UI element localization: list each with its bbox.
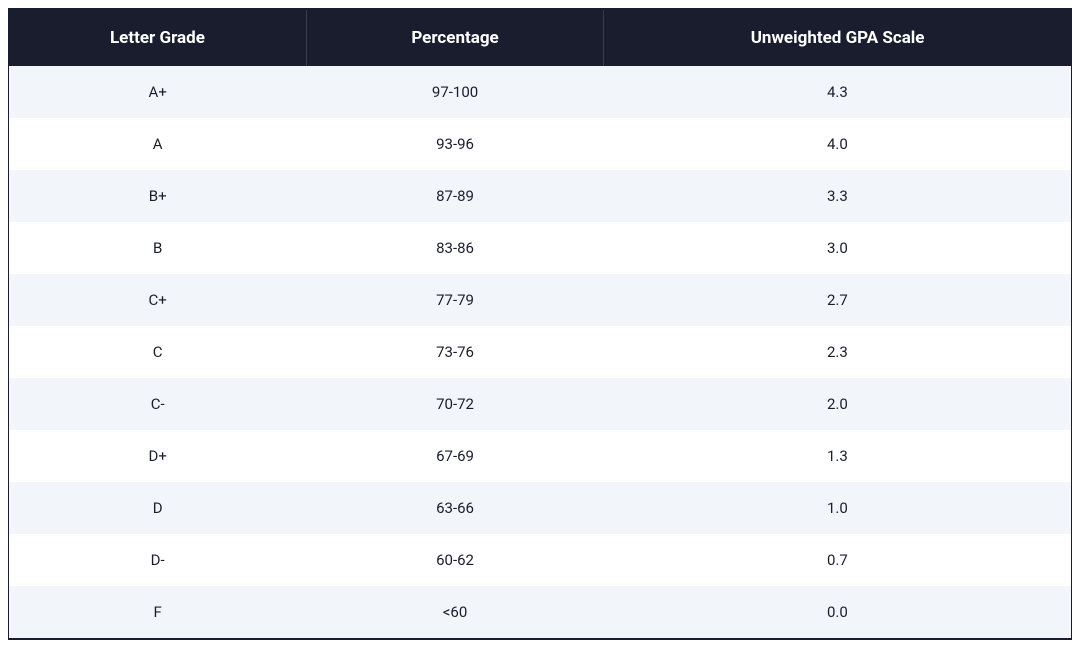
cell-letter-grade: D+ <box>9 430 306 482</box>
cell-percentage: 87-89 <box>306 170 603 222</box>
cell-percentage: 67-69 <box>306 430 603 482</box>
cell-percentage: 83-86 <box>306 222 603 274</box>
cell-gpa: 2.0 <box>604 378 1071 430</box>
gpa-table: Letter Grade Percentage Unweighted GPA S… <box>9 10 1071 638</box>
table-body: A+ 97-100 4.3 A 93-96 4.0 B+ 87-89 3.3 B… <box>9 66 1071 638</box>
table-header-row: Letter Grade Percentage Unweighted GPA S… <box>9 10 1071 66</box>
cell-percentage: 97-100 <box>306 66 603 118</box>
cell-percentage: <60 <box>306 586 603 638</box>
column-header-percentage: Percentage <box>306 10 603 66</box>
cell-percentage: 60-62 <box>306 534 603 586</box>
column-header-letter-grade: Letter Grade <box>9 10 306 66</box>
cell-percentage: 77-79 <box>306 274 603 326</box>
cell-gpa: 2.7 <box>604 274 1071 326</box>
cell-letter-grade: D <box>9 482 306 534</box>
cell-gpa: 3.3 <box>604 170 1071 222</box>
cell-letter-grade: A+ <box>9 66 306 118</box>
table-row: F <60 0.0 <box>9 586 1071 638</box>
table-row: A 93-96 4.0 <box>9 118 1071 170</box>
cell-letter-grade: C- <box>9 378 306 430</box>
gpa-table-container: Letter Grade Percentage Unweighted GPA S… <box>8 8 1072 640</box>
cell-percentage: 73-76 <box>306 326 603 378</box>
cell-letter-grade: C+ <box>9 274 306 326</box>
cell-letter-grade: F <box>9 586 306 638</box>
cell-gpa: 0.7 <box>604 534 1071 586</box>
table-row: C- 70-72 2.0 <box>9 378 1071 430</box>
cell-letter-grade: A <box>9 118 306 170</box>
column-header-gpa: Unweighted GPA Scale <box>604 10 1071 66</box>
table-row: D- 60-62 0.7 <box>9 534 1071 586</box>
cell-letter-grade: B <box>9 222 306 274</box>
cell-gpa: 2.3 <box>604 326 1071 378</box>
cell-gpa: 0.0 <box>604 586 1071 638</box>
cell-percentage: 93-96 <box>306 118 603 170</box>
cell-letter-grade: D- <box>9 534 306 586</box>
table-row: D+ 67-69 1.3 <box>9 430 1071 482</box>
table-row: C+ 77-79 2.7 <box>9 274 1071 326</box>
cell-percentage: 70-72 <box>306 378 603 430</box>
table-row: A+ 97-100 4.3 <box>9 66 1071 118</box>
cell-gpa: 1.0 <box>604 482 1071 534</box>
table-row: D 63-66 1.0 <box>9 482 1071 534</box>
cell-gpa: 4.0 <box>604 118 1071 170</box>
cell-gpa: 1.3 <box>604 430 1071 482</box>
cell-letter-grade: C <box>9 326 306 378</box>
cell-percentage: 63-66 <box>306 482 603 534</box>
cell-gpa: 4.3 <box>604 66 1071 118</box>
table-row: C 73-76 2.3 <box>9 326 1071 378</box>
cell-gpa: 3.0 <box>604 222 1071 274</box>
cell-letter-grade: B+ <box>9 170 306 222</box>
table-row: B+ 87-89 3.3 <box>9 170 1071 222</box>
table-row: B 83-86 3.0 <box>9 222 1071 274</box>
